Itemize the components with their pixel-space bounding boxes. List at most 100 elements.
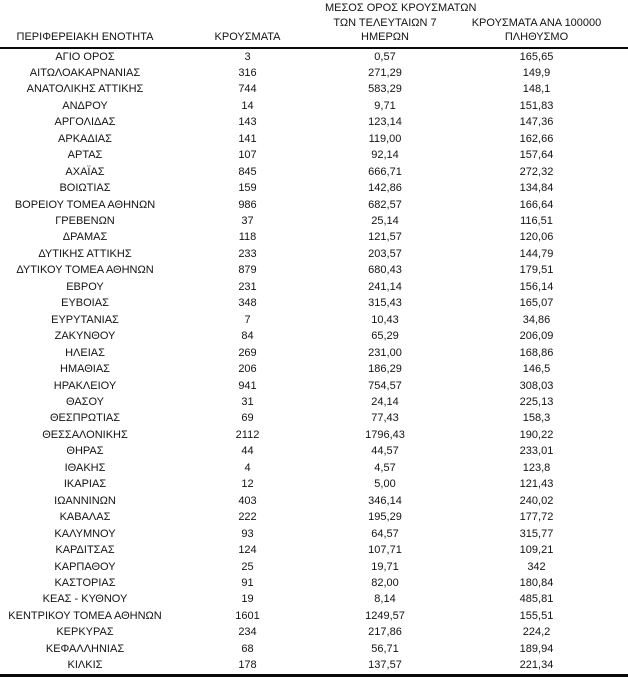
col-header-per-100k: ΚΡΟΥΣΜΑΤΑ ΑΝΑ 100000 ΠΛΗΘΥΣΜΟ [445, 0, 628, 48]
avg-7day-cell: 107,71 [368, 544, 402, 557]
per-100k-cell: 179,51 [519, 264, 554, 277]
region-name-cell: ΗΛΕΙΑΣ [65, 346, 105, 359]
per-100k-cell: 116,51 [520, 215, 553, 228]
avg-7day-cell: 5,00 [374, 478, 396, 491]
avg-7day-cell: 123,14 [368, 116, 402, 129]
region-name-cell: ΙΩΑΝΝΙΝΩΝ [54, 494, 116, 507]
cases-cell: 7 [244, 313, 251, 326]
region-name-cell: ΙΚΑΡΙΑΣ [63, 478, 107, 491]
table-row: ΒΟΙΩΤΙΑΣ 159 142,86 134,84 [0, 180, 628, 196]
table-row: ΙΚΑΡΙΑΣ 12 5,00 121,43 [0, 476, 628, 492]
per-100k-cell: 225,13 [519, 396, 554, 409]
cases-cell: 44 [241, 445, 254, 458]
per-100k-cell: 162,66 [519, 132, 554, 145]
per-100k-cell: 165,07 [519, 297, 554, 310]
region-name-cell: ΑΡΓΟΛΙΔΑΣ [54, 116, 116, 129]
col-header-avg-7day-line1: ΜΕΣΟΣ ΟΡΟΣ ΚΡΟΥΣΜΑΤΩΝ [325, 2, 477, 14]
per-100k-cell: 206,09 [519, 330, 554, 343]
table-row: ΙΩΑΝΝΙΝΩΝ 403 346,14 240,02 [0, 493, 628, 509]
region-name-cell: ΔΡΑΜΑΣ [62, 231, 108, 244]
avg-7day-cell: 1249,57 [365, 609, 405, 622]
avg-7day-cell: 44,57 [371, 445, 399, 458]
cases-cell: 269 [238, 346, 257, 359]
region-name-cell: ΘΕΣΠΡΩΤΙΑΣ [49, 412, 121, 425]
region-name-cell: ΔΥΤΙΚΟΥ ΤΟΜΕΑ ΑΘΗΝΩΝ [16, 264, 154, 277]
cases-cell: 222 [238, 511, 257, 524]
table-row: ΕΥΒΟΙΑΣ 348 315,43 165,07 [0, 295, 628, 311]
region-name-cell: ΚΑΡΠΑΘΟΥ [54, 560, 116, 573]
per-100k-cell: 121,43 [519, 478, 554, 491]
cases-cell: 19 [241, 593, 254, 606]
table-row: ΚΑΡΠΑΘΟΥ 25 19,71 342 [0, 559, 628, 575]
region-name-cell: ΑΝΑΤΟΛΙΚΗΣ ΑΤΤΙΚΗΣ [26, 83, 144, 96]
cases-cell: 2112 [235, 428, 260, 441]
avg-7day-cell: 231,00 [368, 346, 402, 359]
cases-cell: 4 [244, 461, 251, 474]
cases-cell: 93 [241, 527, 254, 540]
avg-7day-cell: 1796,43 [365, 428, 405, 441]
table-row: ΘΕΣΣΑΛΟΝΙΚΗΣ 2112 1796,43 190,22 [0, 427, 628, 443]
per-100k-cell: 120,06 [519, 231, 554, 244]
table-row: ΑΓΙΟ ΟΡΟΣ 3 0,57 165,65 [0, 48, 628, 65]
cases-cell: 141 [238, 132, 257, 145]
per-100k-cell: 148,1 [522, 83, 551, 96]
table-row: ΑΝΑΤΟΛΙΚΗΣ ΑΤΤΙΚΗΣ 744 583,29 148,1 [0, 81, 628, 97]
cases-cell: 403 [238, 494, 257, 507]
cases-cell: 845 [238, 165, 257, 178]
table-row: ΒΟΡΕΙΟΥ ΤΟΜΕΑ ΑΘΗΝΩΝ 986 682,57 166,64 [0, 197, 628, 213]
per-100k-cell: 272,32 [519, 165, 554, 178]
avg-7day-cell: 241,14 [368, 280, 402, 293]
table-row: ΚΑΛΥΜΝΟΥ 93 64,57 315,77 [0, 526, 628, 542]
col-header-avg-7day: ΜΕΣΟΣ ΟΡΟΣ ΚΡΟΥΣΜΑΤΩΝ ΤΩΝ ΤΕΛΕΥΤΑΙΩΝ 7 Η… [325, 0, 477, 48]
table-row: ΚΕΝΤΡΙΚΟΥ ΤΟΜΕΑ ΑΘΗΝΩΝ 1601 1249,57 155,51 [0, 608, 628, 624]
col-header-cases: ΚΡΟΥΣΜΑΤΑ [170, 0, 325, 48]
region-name-cell: ΗΡΑΚΛΕΙΟΥ [53, 379, 117, 392]
region-name-cell: ΚΙΛΚΙΣ [67, 659, 103, 672]
per-100k-cell: 342 [527, 560, 546, 573]
per-100k-cell: 315,77 [519, 527, 554, 540]
table-header: ΠΕΡΙΦΕΡΕΙΑΚΗ ΕΝΟΤΗΤΑ ΚΡΟΥΣΜΑΤΑ ΜΕΣΟΣ ΟΡΟ… [0, 0, 628, 48]
avg-7day-cell: 119,00 [368, 132, 402, 145]
cases-cell: 233 [238, 247, 257, 260]
region-name-cell: ΚΕΡΚΥΡΑΣ [56, 626, 114, 639]
region-name-cell: ΕΒΡΟΥ [66, 280, 104, 293]
avg-7day-cell: 195,29 [368, 511, 402, 524]
table-row: ΖΑΚΥΝΘΟΥ 84 65,29 206,09 [0, 328, 628, 344]
avg-7day-cell: 680,43 [368, 264, 402, 277]
region-name-cell: ΘΗΡΑΣ [66, 445, 104, 458]
cases-cell: 143 [238, 116, 257, 129]
cases-cell: 12 [241, 478, 254, 491]
table-row: ΗΛΕΙΑΣ 269 231,00 168,86 [0, 345, 628, 361]
avg-7day-cell: 583,29 [368, 83, 402, 96]
cases-cell: 124 [238, 544, 257, 557]
per-100k-cell: 144,79 [519, 247, 554, 260]
region-name-cell: ΒΟΡΕΙΟΥ ΤΟΜΕΑ ΑΘΗΝΩΝ [14, 198, 156, 211]
region-name-cell: ΘΑΣΟΥ [65, 396, 105, 409]
col-header-cases-label: ΚΡΟΥΣΜΑΤΑ [214, 31, 281, 43]
cases-cell: 986 [238, 198, 257, 211]
col-header-per-100k-line2: ΠΛΗΘΥΣΜΟ [504, 31, 569, 43]
cases-cell: 234 [238, 626, 257, 639]
per-100k-cell: 180,84 [519, 577, 554, 589]
per-100k-cell: 158,3 [522, 412, 551, 425]
per-100k-cell: 233,01 [519, 445, 554, 458]
avg-7day-cell: 9,71 [374, 99, 396, 112]
cases-cell: 14 [241, 99, 254, 112]
table-row: ΗΡΑΚΛΕΙΟΥ 941 754,57 308,03 [0, 378, 628, 394]
per-100k-cell: 485,81 [519, 593, 554, 606]
cases-cell: 316 [238, 66, 257, 79]
cases-cell: 69 [241, 412, 254, 425]
col-header-avg-7day-line3: ΗΜΕΡΩΝ [361, 31, 409, 43]
table-row: ΑΙΤΩΛΟΑΚΑΡΝΑΝΙΑΣ 316 271,29 149,9 [0, 65, 628, 81]
cases-cell: 1601 [235, 609, 260, 622]
per-100k-cell: 190,22 [519, 428, 554, 441]
per-100k-cell: 34,86 [522, 313, 551, 326]
per-100k-cell: 109,21 [519, 544, 554, 557]
cases-cell: 744 [238, 83, 257, 96]
col-header-region-label: ΠΕΡΙΦΕΡΕΙΑΚΗ ΕΝΟΤΗΤΑ [16, 31, 154, 43]
avg-7day-cell: 271,29 [368, 66, 402, 79]
col-header-region: ΠΕΡΙΦΕΡΕΙΑΚΗ ΕΝΟΤΗΤΑ [0, 0, 170, 48]
avg-7day-cell: 82,00 [371, 577, 399, 589]
avg-7day-cell: 754,57 [368, 379, 402, 392]
